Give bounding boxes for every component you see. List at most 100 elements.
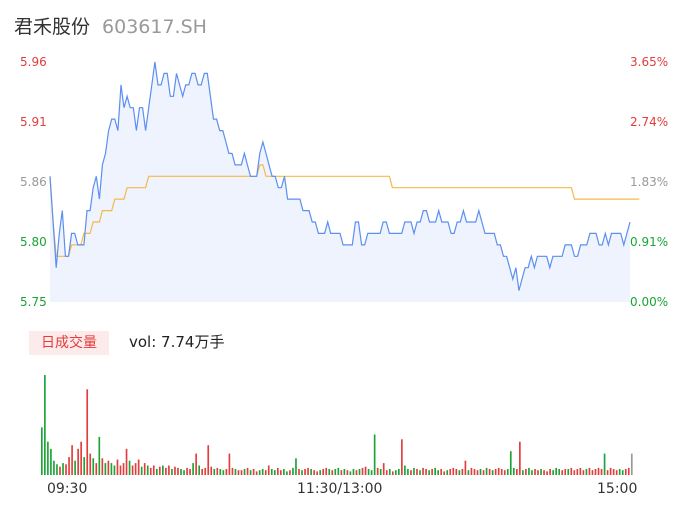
volume-bar	[80, 441, 82, 475]
volume-bar	[410, 470, 412, 475]
percent-tick-3: 0.91%	[630, 235, 669, 249]
volume-bar	[512, 467, 515, 475]
volume-bar	[255, 471, 258, 475]
volume-bar	[361, 467, 364, 475]
volume-bar	[588, 467, 591, 475]
volume-bar	[310, 469, 312, 475]
volume-bar	[83, 457, 86, 475]
volume-bar	[428, 470, 430, 475]
volume-bar	[261, 469, 264, 475]
volume-bar	[479, 469, 482, 475]
volume-bar	[522, 470, 524, 475]
volume-bar	[77, 448, 79, 475]
volume-bar	[534, 469, 536, 475]
volume-bar	[591, 470, 594, 475]
volume-bar	[425, 469, 427, 475]
volume-bar	[267, 465, 270, 475]
volume-bar	[65, 464, 67, 475]
volume-bar	[570, 467, 573, 475]
volume-bar	[370, 470, 373, 475]
volume-bar	[243, 469, 246, 475]
time-tick-close: 15:00	[597, 481, 638, 497]
volume-bar	[53, 460, 55, 475]
volume-bar	[567, 469, 570, 475]
volume-bar	[331, 470, 334, 475]
volume-bar	[50, 448, 52, 475]
volume-bar	[488, 469, 491, 475]
volume-bar	[473, 469, 476, 475]
volume-bar	[44, 375, 46, 475]
volume-bar	[322, 469, 325, 475]
price-tick-2: 5.86	[20, 175, 47, 189]
volume-bar	[612, 469, 615, 475]
volume-bar	[286, 471, 288, 475]
volume-bar	[104, 463, 107, 475]
volume-bar	[503, 470, 506, 475]
volume-bar	[101, 458, 104, 475]
percent-tick-1: 2.74%	[630, 115, 669, 129]
time-tick-midday: 11:30/13:00	[297, 481, 383, 497]
volume-bar	[189, 469, 191, 475]
volume-bar	[168, 465, 170, 475]
volume-bar	[192, 463, 194, 475]
volume-bar	[62, 463, 64, 475]
volume-bar	[264, 470, 267, 475]
price-tick-1: 5.91	[20, 115, 47, 129]
volume-bar	[416, 469, 418, 475]
volume-bar	[497, 467, 500, 475]
percent-tick-4: 0.00%	[630, 295, 669, 309]
volume-bar	[476, 470, 479, 475]
volume-bar	[516, 469, 518, 475]
volume-bar	[313, 470, 315, 475]
volume-badge[interactable]: 日成交量	[29, 331, 109, 355]
volume-bar	[582, 470, 585, 475]
volume-bar	[552, 470, 554, 475]
volume-bar	[228, 453, 231, 475]
volume-bar	[319, 470, 322, 475]
volume-bar	[301, 470, 303, 475]
volume-bar	[201, 469, 204, 475]
volume-bar	[452, 467, 455, 475]
price-line	[49, 61, 631, 291]
volume-bar	[404, 465, 406, 475]
volume-bar	[464, 460, 467, 475]
volume-bar	[41, 427, 43, 475]
volume-bar	[346, 470, 349, 475]
volume-bar	[134, 463, 137, 475]
volume-bar	[485, 467, 488, 475]
volume-bar	[95, 463, 98, 475]
volume-bar	[413, 467, 415, 475]
volume-bar	[373, 434, 376, 475]
volume-bar	[506, 469, 509, 475]
volume-bar	[283, 469, 285, 475]
volume-bar	[379, 469, 382, 475]
volume-bar	[561, 470, 564, 475]
volume-bar	[231, 467, 234, 475]
volume-bar	[334, 469, 337, 475]
volume-bar	[364, 466, 367, 475]
volume-bar	[119, 465, 122, 475]
volume-bar	[125, 448, 128, 475]
volume-bar	[131, 465, 134, 475]
volume-bar	[328, 469, 331, 475]
volume-bar	[376, 467, 379, 475]
volume-bar	[273, 470, 276, 475]
volume-bar	[146, 465, 149, 475]
volume-bar	[89, 453, 92, 475]
volume-bar	[68, 457, 70, 475]
volume-bar	[398, 469, 400, 475]
volume-bar	[558, 469, 561, 475]
volume-bar	[621, 470, 624, 475]
volume-bar	[455, 469, 458, 475]
volume-bar	[440, 469, 443, 475]
volume-bar	[304, 469, 306, 475]
volume-bar	[385, 470, 388, 475]
volume-bar	[391, 471, 394, 475]
volume-bar	[537, 470, 539, 475]
time-tick-open: 09:30	[47, 481, 88, 497]
price-tick-4: 5.75	[20, 295, 47, 309]
volume-bar	[606, 470, 609, 475]
volume-bar	[325, 467, 328, 475]
volume-bar	[470, 467, 473, 475]
volume-bar	[162, 465, 164, 475]
